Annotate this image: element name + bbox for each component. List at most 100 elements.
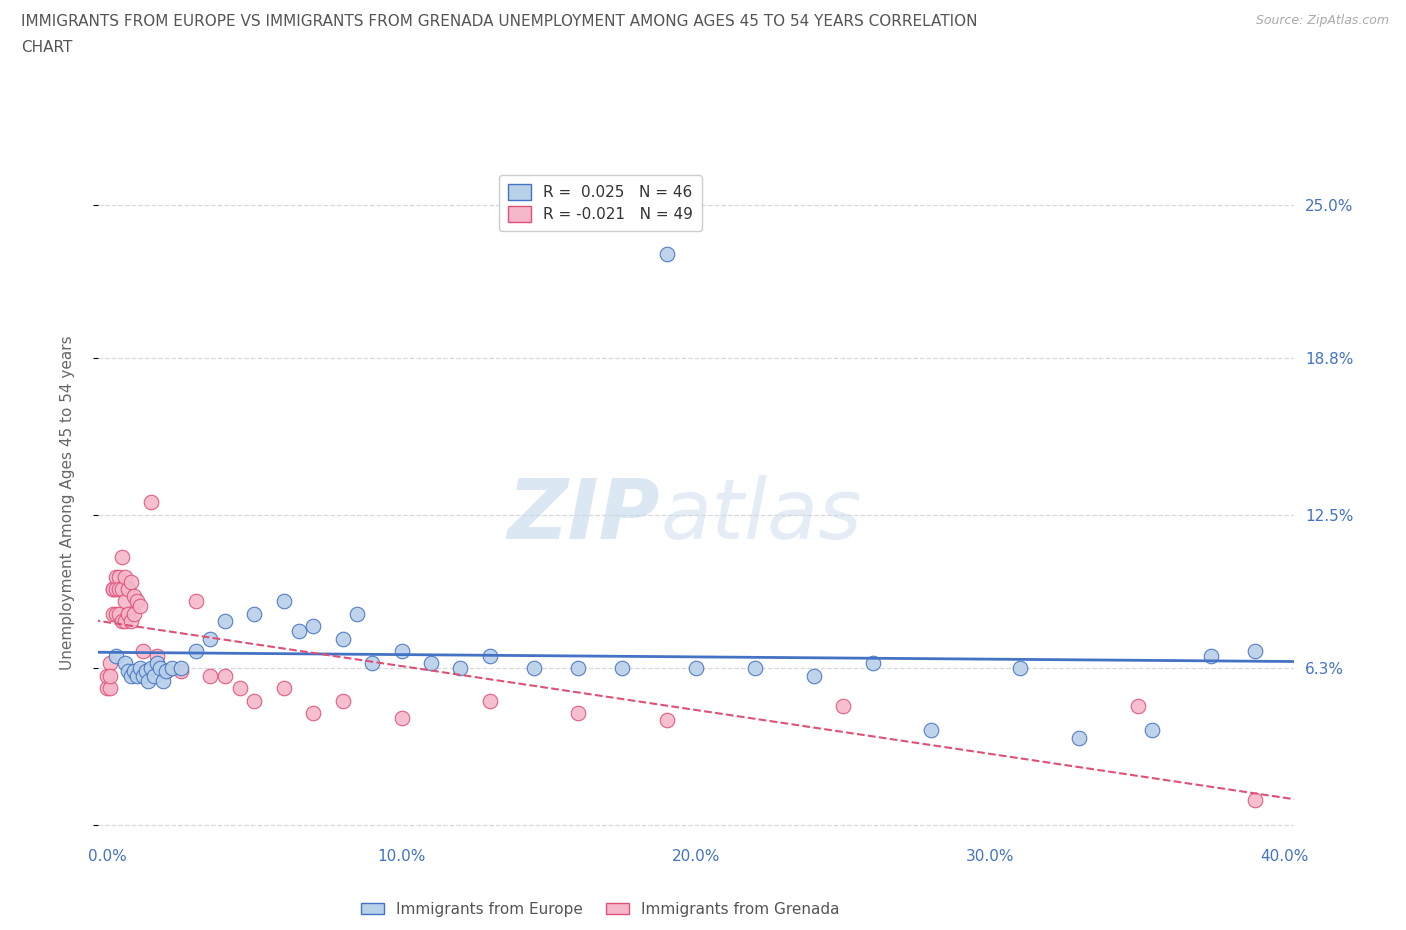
Point [862,656,884,671]
Point [832,698,855,713]
Point [478,693,501,708]
Point [101,606,124,621]
Point [1067,730,1090,745]
Point [391,711,413,725]
Point [108,581,131,596]
Point [141,495,163,510]
Point [287,624,309,639]
Point [228,681,250,696]
Point [155,663,177,678]
Point [98,669,121,684]
Point [143,669,166,684]
Point [98,681,121,696]
Point [655,246,678,261]
Point [567,661,589,676]
Point [98,656,121,671]
Point [184,644,207,658]
Point [214,669,236,684]
Point [146,648,169,663]
Point [1142,723,1164,737]
Point [128,599,150,614]
Point [332,693,354,708]
Point [111,550,134,565]
Point [131,669,153,684]
Point [302,618,325,633]
Text: ZIP: ZIP [508,475,661,556]
Point [117,606,139,621]
Point [184,594,207,609]
Point [567,706,589,721]
Point [117,581,139,596]
Point [920,723,942,737]
Point [108,569,131,584]
Point [420,656,443,671]
Point [105,581,128,596]
Point [122,589,145,604]
Point [134,663,156,678]
Point [96,681,118,696]
Point [125,594,148,609]
Point [149,661,172,676]
Point [1126,698,1149,713]
Point [478,648,501,663]
Point [803,669,825,684]
Point [391,644,413,658]
Point [170,663,193,678]
Y-axis label: Unemployment Among Ages 45 to 54 years: Unemployment Among Ages 45 to 54 years [60,335,75,670]
Point [122,663,145,678]
Point [200,631,222,646]
Point [134,663,156,678]
Text: IMMIGRANTS FROM EUROPE VS IMMIGRANTS FROM GRENADA UNEMPLOYMENT AMONG AGES 45 TO : IMMIGRANTS FROM EUROPE VS IMMIGRANTS FRO… [21,14,977,29]
Text: CHART: CHART [21,40,73,55]
Point [131,644,153,658]
Point [117,663,139,678]
Text: atlas: atlas [661,475,862,556]
Point [101,581,124,596]
Point [1008,661,1031,676]
Point [108,606,131,621]
Point [170,661,193,676]
Point [243,606,266,621]
Point [138,673,160,688]
Point [146,656,169,671]
Point [273,681,295,696]
Point [114,614,136,629]
Point [120,614,142,629]
Point [160,661,183,676]
Point [523,661,546,676]
Legend: Immigrants from Europe, Immigrants from Grenada: Immigrants from Europe, Immigrants from … [354,896,846,923]
Point [141,661,163,676]
Point [1244,644,1267,658]
Point [1244,792,1267,807]
Point [105,569,128,584]
Point [450,661,472,676]
Point [346,606,368,621]
Point [114,569,136,584]
Point [1199,648,1222,663]
Point [214,614,236,629]
Point [155,663,177,678]
Point [120,669,142,684]
Point [243,693,266,708]
Point [128,661,150,676]
Text: Source: ZipAtlas.com: Source: ZipAtlas.com [1256,14,1389,27]
Point [111,581,134,596]
Point [101,581,124,596]
Point [744,661,766,676]
Point [612,661,634,676]
Point [125,669,148,684]
Point [273,594,295,609]
Point [114,656,136,671]
Point [96,669,118,684]
Point [361,656,384,671]
Point [111,614,134,629]
Point [120,574,142,589]
Point [114,594,136,609]
Point [152,673,174,688]
Point [685,661,707,676]
Point [332,631,354,646]
Point [655,713,678,728]
Point [105,648,128,663]
Point [302,706,325,721]
Point [105,606,128,621]
